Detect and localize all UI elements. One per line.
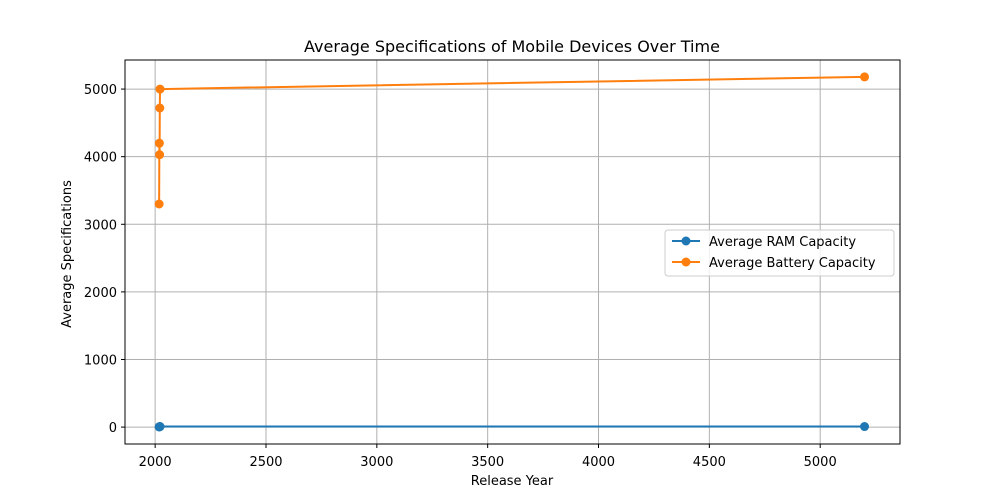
legend-label-ram: Average RAM Capacity: [709, 235, 856, 250]
data-point-battery: [155, 200, 164, 209]
legend-swatch-ram-marker: [682, 237, 691, 246]
x-tick-label: 5000: [804, 455, 837, 470]
x-tick-label: 4500: [693, 455, 726, 470]
x-tick-label: 2500: [249, 455, 282, 470]
y-tick-label: 0: [109, 421, 117, 436]
data-point-ram: [860, 422, 869, 431]
x-tick-label: 3500: [471, 455, 504, 470]
y-tick-label: 5000: [84, 83, 117, 98]
y-tick-label: 2000: [84, 286, 117, 301]
x-tick-label: 4000: [582, 455, 615, 470]
data-point-battery: [156, 85, 165, 94]
y-tick-label: 4000: [84, 151, 117, 166]
x-tick-label: 3000: [360, 455, 393, 470]
legend-label-battery: Average Battery Capacity: [709, 256, 876, 271]
data-point-ram: [156, 422, 165, 431]
x-tick-label: 2000: [139, 455, 172, 470]
legend-swatch-battery-marker: [682, 258, 691, 267]
data-point-battery: [860, 72, 869, 81]
data-point-battery: [155, 104, 164, 113]
legend: Average RAM Capacity Average Battery Cap…: [665, 230, 894, 276]
chart-title: Average Specifications of Mobile Devices…: [304, 37, 720, 56]
y-tick-label: 1000: [84, 353, 117, 368]
data-point-battery: [155, 139, 164, 148]
y-tick-label: 3000: [84, 218, 117, 233]
x-axis-label: Release Year: [471, 474, 554, 489]
data-point-battery: [155, 150, 164, 159]
y-axis-label: Average Specifications: [60, 180, 75, 328]
